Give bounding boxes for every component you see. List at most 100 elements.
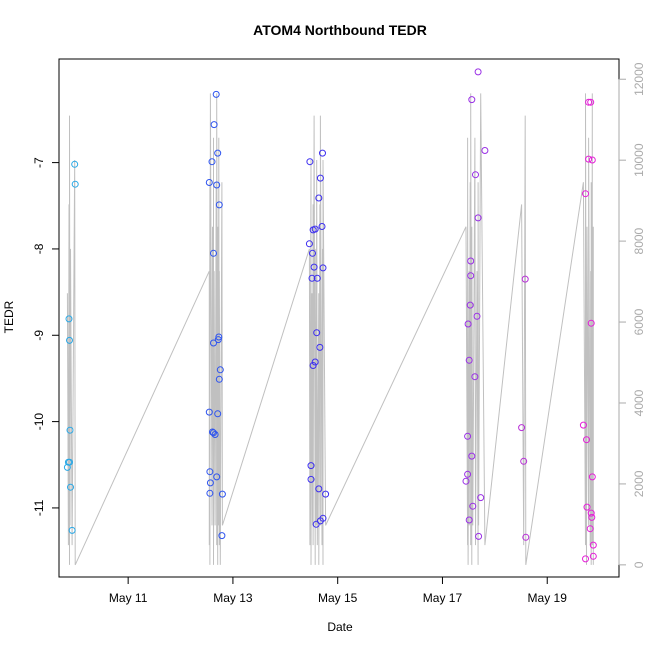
data-point [307, 462, 315, 470]
data-point [462, 477, 470, 485]
data-point [322, 490, 330, 498]
x-tick-label: May 13 [213, 591, 253, 605]
data-point [585, 98, 593, 106]
right-y-axis: 0 2000 4000 6000 8000 10000 12000 [618, 62, 646, 568]
data-point [469, 502, 477, 510]
data-point [583, 503, 591, 511]
data-point [471, 373, 479, 381]
data-point [465, 356, 473, 364]
data-point [319, 264, 327, 272]
data-point [71, 160, 79, 168]
data-point [474, 214, 482, 222]
data-point [313, 329, 321, 337]
data-point [589, 541, 597, 549]
data-point [312, 520, 320, 528]
data-point [208, 158, 216, 166]
data-point [213, 473, 221, 481]
data-point [522, 533, 530, 541]
data-point [65, 315, 73, 323]
data-point [315, 194, 323, 202]
data-point [218, 532, 226, 540]
data-point [582, 190, 589, 198]
data-point [307, 475, 315, 483]
data-point [475, 532, 483, 540]
data-point [210, 121, 218, 129]
y-tick-label: -8 [32, 243, 46, 254]
data-point [464, 470, 472, 478]
data-point [206, 468, 214, 476]
data-point [210, 339, 217, 347]
secondary-series [66, 93, 594, 566]
data-point [305, 240, 313, 248]
data-point [583, 436, 590, 444]
data-point [310, 263, 318, 271]
data-point [218, 490, 226, 498]
data-point [213, 181, 221, 189]
x-tick-label: May 19 [528, 591, 568, 605]
data-point [216, 366, 224, 374]
y-axis: -11 -10 -9 -8 -7 [32, 157, 60, 516]
y-tick-label: -7 [32, 157, 46, 168]
data-point [311, 225, 319, 233]
y-tick-label: -11 [32, 499, 46, 516]
data-point [309, 362, 317, 369]
data-point [212, 90, 220, 98]
data-point [472, 171, 479, 179]
data-point [318, 223, 326, 230]
x-tick-label: May 11 [109, 591, 148, 605]
right-y-tick-label: 2000 [632, 470, 646, 497]
data-point [214, 410, 222, 418]
data-point [474, 68, 482, 76]
data-point [215, 375, 223, 383]
data-point [587, 319, 595, 327]
data-point [66, 336, 73, 344]
data-point [466, 301, 474, 309]
right-y-tick-label: 8000 [632, 227, 646, 254]
data-point [587, 98, 595, 106]
data-point [206, 479, 214, 487]
data-point [205, 408, 213, 416]
x-tick-label: May 15 [318, 591, 358, 605]
data-point [587, 509, 595, 517]
data-point [215, 333, 223, 341]
data-point [467, 257, 475, 265]
chart-title: ATOM4 Northbound TEDR [253, 22, 427, 38]
data-point [311, 358, 319, 366]
data-point [71, 180, 79, 188]
data-point [316, 343, 324, 351]
secondary-series-line [66, 93, 594, 566]
data-point [465, 516, 473, 524]
data-point [588, 156, 596, 164]
data-point [585, 155, 593, 163]
data-point [210, 249, 217, 257]
data-point [313, 274, 321, 282]
data-point [473, 312, 481, 320]
data-point [468, 452, 476, 460]
data-point [306, 158, 314, 166]
y-tick-label: -10 [32, 413, 46, 431]
data-point [206, 489, 214, 497]
data-point [308, 274, 316, 282]
data-point [66, 426, 74, 434]
x-tick-label: May 17 [423, 591, 463, 605]
data-point [215, 201, 223, 209]
data-point [468, 96, 476, 104]
data-point [464, 320, 472, 328]
x-axis: May 11 May 13 May 15 May 17 May 19 [109, 576, 568, 605]
data-point [589, 552, 597, 560]
data-point [63, 463, 71, 471]
scatter-points [63, 68, 597, 563]
data-point [588, 513, 596, 521]
data-point [315, 485, 323, 493]
x-axis-label: Date [327, 620, 353, 634]
data-point [586, 525, 594, 533]
data-point [316, 174, 324, 182]
data-point [467, 272, 475, 280]
data-point [205, 179, 213, 186]
data-point [211, 431, 219, 438]
data-point [582, 555, 589, 563]
right-y-tick-label: 6000 [632, 308, 646, 335]
data-point [68, 526, 76, 534]
